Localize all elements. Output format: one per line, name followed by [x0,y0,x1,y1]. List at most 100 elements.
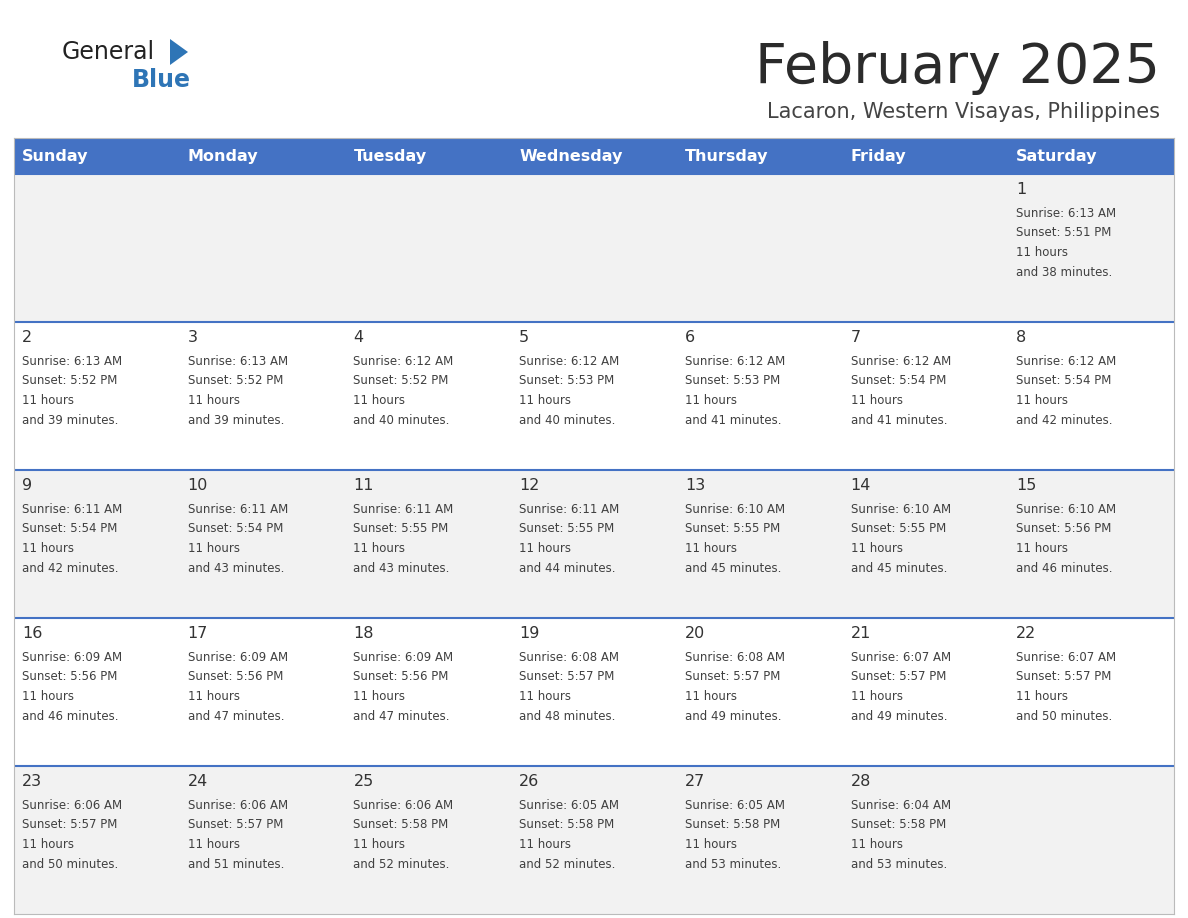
Text: Sunset: 5:57 PM: Sunset: 5:57 PM [519,670,614,684]
Text: and 46 minutes.: and 46 minutes. [1016,562,1113,575]
Text: 11 hours: 11 hours [1016,246,1068,259]
Text: Sunrise: 6:07 AM: Sunrise: 6:07 AM [851,651,950,664]
Text: 28: 28 [851,775,871,789]
Text: 25: 25 [353,775,374,789]
Text: Sunrise: 6:08 AM: Sunrise: 6:08 AM [519,651,619,664]
Text: Sunset: 5:56 PM: Sunset: 5:56 PM [353,670,449,684]
Text: February 2025: February 2025 [756,41,1159,95]
Text: Sunday: Sunday [23,149,88,163]
Text: Sunset: 5:54 PM: Sunset: 5:54 PM [851,375,946,387]
Text: Sunset: 5:58 PM: Sunset: 5:58 PM [353,819,449,832]
Text: and 38 minutes.: and 38 minutes. [1016,265,1112,278]
Text: and 51 minutes.: and 51 minutes. [188,857,284,870]
Text: 27: 27 [684,775,706,789]
Text: and 39 minutes.: and 39 minutes. [23,413,119,427]
Bar [14,322,1174,470]
Bar [511,138,677,174]
Text: and 41 minutes.: and 41 minutes. [684,413,782,427]
Text: 6: 6 [684,330,695,345]
Text: 11 hours: 11 hours [1016,394,1068,407]
Text: Sunrise: 6:13 AM: Sunrise: 6:13 AM [188,355,287,368]
Text: Sunrise: 6:05 AM: Sunrise: 6:05 AM [684,799,785,812]
Text: Sunrise: 6:11 AM: Sunrise: 6:11 AM [188,503,287,516]
Text: 11 hours: 11 hours [684,690,737,703]
Text: 11 hours: 11 hours [684,838,737,851]
Text: Sunrise: 6:10 AM: Sunrise: 6:10 AM [1016,503,1117,516]
Text: Friday: Friday [851,149,906,163]
Text: 11 hours: 11 hours [353,690,405,703]
Text: Thursday: Thursday [684,149,769,163]
Text: and 45 minutes.: and 45 minutes. [684,562,782,575]
Text: 11 hours: 11 hours [188,838,240,851]
Text: Sunrise: 6:06 AM: Sunrise: 6:06 AM [188,799,287,812]
Text: 1: 1 [1016,183,1026,197]
Text: 11 hours: 11 hours [519,690,571,703]
Text: 11 hours: 11 hours [23,542,74,555]
Text: and 49 minutes.: and 49 minutes. [851,710,947,722]
Text: Sunset: 5:55 PM: Sunset: 5:55 PM [519,522,614,535]
Text: Sunrise: 6:12 AM: Sunrise: 6:12 AM [1016,355,1117,368]
Text: 2: 2 [23,330,32,345]
Text: 15: 15 [1016,478,1037,494]
Text: 11 hours: 11 hours [353,838,405,851]
Text: Sunrise: 6:12 AM: Sunrise: 6:12 AM [353,355,454,368]
Text: Sunset: 5:54 PM: Sunset: 5:54 PM [1016,375,1112,387]
Text: 14: 14 [851,478,871,494]
Text: and 41 minutes.: and 41 minutes. [851,413,947,427]
Text: 11 hours: 11 hours [519,394,571,407]
Text: 19: 19 [519,626,539,642]
Text: Sunset: 5:58 PM: Sunset: 5:58 PM [851,819,946,832]
Text: 11 hours: 11 hours [23,838,74,851]
Bar [14,766,1174,914]
Text: and 39 minutes.: and 39 minutes. [188,413,284,427]
Text: Sunset: 5:52 PM: Sunset: 5:52 PM [23,375,118,387]
Text: and 42 minutes.: and 42 minutes. [1016,413,1113,427]
Text: 11 hours: 11 hours [353,542,405,555]
Text: 3: 3 [188,330,197,345]
Text: Sunset: 5:54 PM: Sunset: 5:54 PM [188,522,283,535]
Text: Sunset: 5:54 PM: Sunset: 5:54 PM [23,522,118,535]
Text: Sunset: 5:53 PM: Sunset: 5:53 PM [684,375,781,387]
Text: 16: 16 [23,626,43,642]
Text: Sunset: 5:55 PM: Sunset: 5:55 PM [684,522,781,535]
Bar [677,138,842,174]
Text: 11 hours: 11 hours [684,394,737,407]
Text: Sunrise: 6:12 AM: Sunrise: 6:12 AM [519,355,619,368]
Text: Sunset: 5:57 PM: Sunset: 5:57 PM [188,819,283,832]
Text: Tuesday: Tuesday [353,149,426,163]
Text: 11 hours: 11 hours [851,542,903,555]
Text: 11 hours: 11 hours [851,394,903,407]
Text: and 52 minutes.: and 52 minutes. [353,857,450,870]
Bar [14,618,1174,766]
Text: 11 hours: 11 hours [684,542,737,555]
Text: 21: 21 [851,626,871,642]
Text: Sunrise: 6:11 AM: Sunrise: 6:11 AM [519,503,619,516]
Text: Sunset: 5:55 PM: Sunset: 5:55 PM [851,522,946,535]
Text: Sunrise: 6:07 AM: Sunrise: 6:07 AM [1016,651,1117,664]
Text: and 45 minutes.: and 45 minutes. [851,562,947,575]
Text: 11 hours: 11 hours [1016,690,1068,703]
Text: and 53 minutes.: and 53 minutes. [851,857,947,870]
Text: 11 hours: 11 hours [1016,542,1068,555]
Text: General: General [62,40,156,64]
Text: 4: 4 [353,330,364,345]
Text: 17: 17 [188,626,208,642]
Text: and 50 minutes.: and 50 minutes. [23,857,119,870]
Text: and 47 minutes.: and 47 minutes. [188,710,284,722]
Text: Sunrise: 6:12 AM: Sunrise: 6:12 AM [851,355,950,368]
Text: and 46 minutes.: and 46 minutes. [23,710,119,722]
Text: Sunset: 5:55 PM: Sunset: 5:55 PM [353,522,449,535]
Text: Saturday: Saturday [1016,149,1098,163]
Text: 22: 22 [1016,626,1037,642]
Bar [179,138,346,174]
Text: 11 hours: 11 hours [23,690,74,703]
Text: Sunset: 5:58 PM: Sunset: 5:58 PM [519,819,614,832]
Text: Sunset: 5:58 PM: Sunset: 5:58 PM [684,819,781,832]
Text: Sunset: 5:57 PM: Sunset: 5:57 PM [684,670,781,684]
Text: 20: 20 [684,626,706,642]
Text: Sunset: 5:56 PM: Sunset: 5:56 PM [1016,522,1112,535]
Text: and 43 minutes.: and 43 minutes. [353,562,450,575]
Text: Sunset: 5:52 PM: Sunset: 5:52 PM [188,375,283,387]
Text: 11 hours: 11 hours [188,690,240,703]
Bar [842,138,1009,174]
